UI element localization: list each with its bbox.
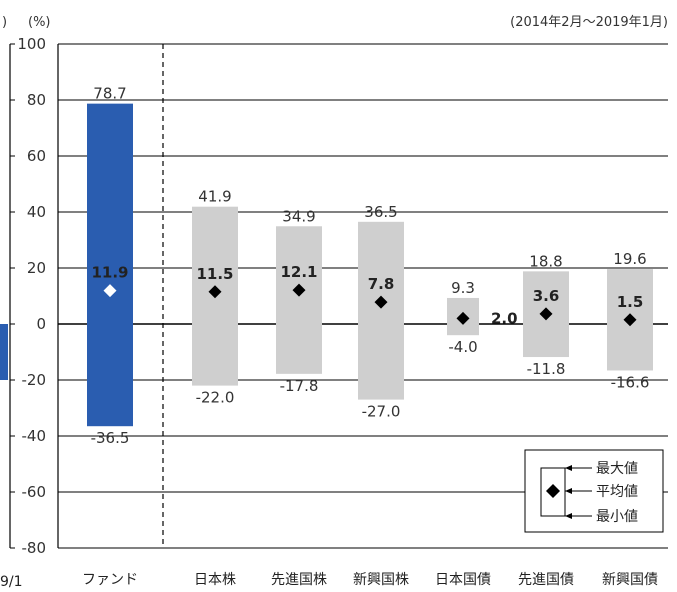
y-tick-label: 60 bbox=[27, 147, 46, 165]
y-tick-label: -80 bbox=[22, 539, 47, 557]
category-label: 日本株 bbox=[194, 572, 236, 588]
category-label: ファンド bbox=[82, 572, 138, 588]
left-panel-unit-fragment: ) bbox=[2, 15, 7, 30]
legend-max-arrow-head bbox=[565, 465, 572, 471]
max-value-label: 41.9 bbox=[198, 188, 231, 206]
bars bbox=[87, 103, 653, 427]
legend-range-sample bbox=[540, 467, 566, 517]
min-value-label: -36.5 bbox=[91, 429, 130, 447]
left-panel-fragment: ) 9/1 bbox=[0, 15, 23, 590]
mean-marker bbox=[539, 307, 553, 321]
y-tick-label: 80 bbox=[27, 91, 46, 109]
bar-range bbox=[276, 226, 322, 374]
legend-mean-arrow-head bbox=[565, 488, 572, 494]
min-value-label: -16.6 bbox=[611, 373, 650, 391]
unit-label: (%) bbox=[28, 15, 51, 30]
mean-value-label: 1.5 bbox=[617, 293, 644, 311]
left-panel-tick-fragment: 9/1 bbox=[0, 574, 23, 590]
legend-min-label: 最小値 bbox=[596, 509, 638, 525]
mean-value-label: 7.8 bbox=[368, 275, 395, 293]
mean-marker bbox=[292, 283, 306, 297]
category-label: 先進国債 bbox=[518, 572, 574, 588]
y-tick-label: -60 bbox=[22, 483, 47, 501]
period-note: (2014年2月～2019年1月) bbox=[510, 15, 668, 30]
max-value-label: 18.8 bbox=[529, 252, 562, 270]
max-value-label: 78.7 bbox=[93, 85, 126, 103]
mean-value-label: 11.5 bbox=[196, 265, 233, 283]
data-labels: 78.7 -36.5 11.9 41.9 -22.0 11.5 34.9 -17.8 12.1 3… bbox=[91, 85, 650, 448]
max-value-label: 9.3 bbox=[451, 279, 475, 297]
mean-value-label: 12.1 bbox=[280, 263, 317, 281]
y-tick-label: 100 bbox=[17, 35, 46, 53]
mean-marker bbox=[456, 311, 470, 325]
legend-max-label: 最大値 bbox=[596, 461, 638, 477]
mean-markers bbox=[103, 283, 637, 327]
y-tick-label: 0 bbox=[36, 315, 46, 333]
max-value-label: 34.9 bbox=[282, 207, 315, 225]
left-panel-bar bbox=[0, 324, 8, 380]
mean-value-label: 2.0 bbox=[491, 309, 518, 327]
min-value-label: -17.8 bbox=[280, 377, 319, 395]
mean-value-label: 11.9 bbox=[91, 264, 128, 282]
category-label: 新興国株 bbox=[353, 572, 409, 588]
mean-value-label: 3.6 bbox=[533, 287, 560, 305]
min-value-label: -27.0 bbox=[362, 403, 401, 421]
legend-mean-marker bbox=[546, 484, 560, 498]
bar-range bbox=[358, 221, 404, 400]
mean-marker bbox=[374, 295, 388, 309]
bar-fund bbox=[87, 103, 133, 427]
category-label: 新興国債 bbox=[602, 572, 658, 588]
max-value-label: 36.5 bbox=[364, 203, 397, 221]
mean-marker bbox=[208, 285, 222, 299]
min-value-label: -4.0 bbox=[448, 338, 477, 356]
y-tick-label: -20 bbox=[22, 371, 47, 389]
y-tick-label: -40 bbox=[22, 427, 47, 445]
category-label: 日本国債 bbox=[435, 572, 491, 588]
legend-box bbox=[524, 449, 664, 533]
category-label: 先進国株 bbox=[271, 572, 327, 588]
min-value-label: -22.0 bbox=[196, 389, 235, 407]
legend-mean-label: 平均値 bbox=[596, 484, 638, 500]
y-tick-label: 20 bbox=[27, 259, 46, 277]
y-axis: 100 80 60 40 20 0 -20 -40 -60 -80 bbox=[17, 35, 46, 557]
mean-marker bbox=[103, 284, 117, 298]
min-value-label: -11.8 bbox=[527, 360, 566, 378]
category-labels: ファンド 日本株 先進国株 新興国株 日本国債 先進国債 新興国債 bbox=[82, 572, 658, 588]
max-value-label: 19.6 bbox=[613, 250, 646, 268]
y-tick-label: 40 bbox=[27, 203, 46, 221]
mean-marker bbox=[623, 313, 637, 327]
legend-min-arrow-head bbox=[565, 513, 572, 519]
